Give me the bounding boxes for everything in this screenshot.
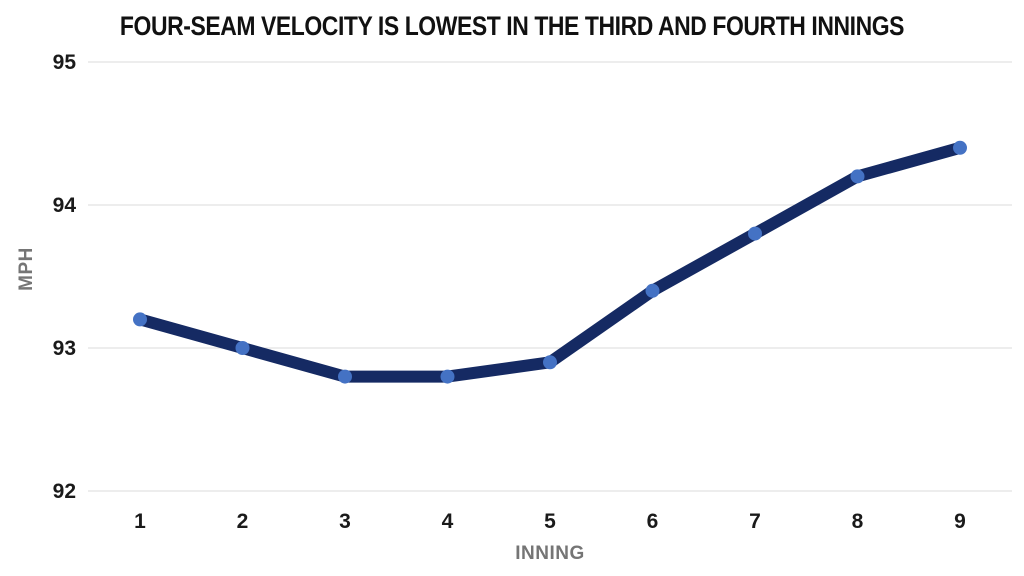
data-point-marker — [543, 355, 557, 370]
data-point-marker — [953, 140, 967, 155]
data-point-marker — [645, 283, 660, 298]
x-tick-label: 8 — [851, 510, 864, 533]
y-tick-label: 95 — [52, 51, 76, 74]
x-tick-label: 1 — [134, 510, 146, 533]
data-point-markers — [133, 140, 967, 384]
x-tick-label: 5 — [544, 510, 556, 533]
y-axis-title: MPH — [16, 247, 37, 291]
y-tick-label: 93 — [52, 337, 76, 360]
x-tick-label: 7 — [749, 510, 761, 533]
x-tick-label: 3 — [339, 510, 351, 533]
horizontal-gridlines — [88, 61, 1012, 492]
data-point-marker — [133, 312, 147, 327]
data-point-marker — [748, 226, 762, 241]
x-tick-label: 9 — [954, 510, 966, 533]
y-tick-label: 94 — [52, 194, 76, 217]
data-point-marker — [850, 169, 865, 184]
velocity-line-series — [134, 141, 966, 383]
data-point-marker — [338, 369, 352, 384]
data-point-marker — [235, 341, 250, 355]
chart-title: FOUR-SEAM VELOCITY IS LOWEST IN THE THIR… — [119, 11, 905, 41]
x-tick-label: 6 — [646, 510, 659, 533]
x-tick-label: 2 — [236, 510, 249, 533]
y-tick-label: 92 — [52, 480, 76, 503]
x-axis-title: INNING — [515, 543, 585, 564]
x-tick-label: 4 — [441, 510, 454, 533]
data-point-marker — [440, 369, 455, 384]
